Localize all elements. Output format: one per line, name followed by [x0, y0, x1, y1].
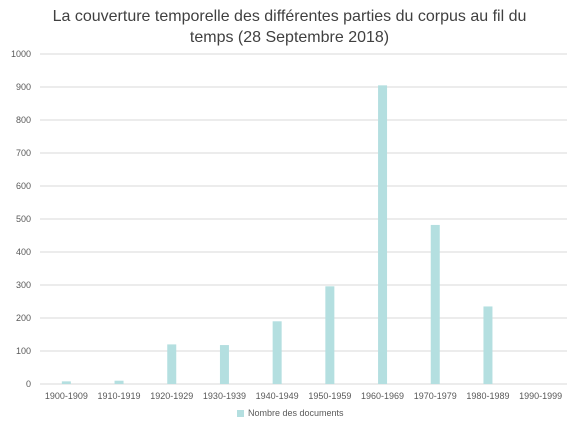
x-tick-label: 1910-1919 — [98, 391, 141, 401]
bar-1980-1989 — [483, 306, 493, 384]
x-tick-label: 1960-1969 — [361, 391, 404, 401]
legend-swatch — [237, 409, 244, 417]
y-tick-label: 0 — [26, 379, 31, 389]
x-tick-label: 1990-1999 — [519, 391, 562, 401]
x-axis-ticks: 1900-1909 1910-1919 1920-1929 1930-1939 1940… — [45, 391, 562, 401]
y-tick-label: 600 — [16, 181, 31, 191]
x-tick-label: 1920-1929 — [150, 391, 193, 401]
y-tick-label: 400 — [16, 247, 31, 257]
x-tick-label: 1950-1959 — [308, 391, 351, 401]
x-tick-label: 1900-1909 — [45, 391, 88, 401]
bar-1950-1959 — [325, 286, 335, 384]
gridlines — [40, 53, 567, 385]
bar-1970-1979 — [430, 224, 440, 384]
y-tick-label: 900 — [16, 82, 31, 92]
x-tick-label: 1930-1939 — [203, 391, 246, 401]
bar-1960-1969 — [378, 85, 388, 384]
bars — [61, 85, 493, 384]
y-tick-label: 300 — [16, 280, 31, 290]
y-tick-label: 500 — [16, 214, 31, 224]
bar-1900-1909 — [61, 381, 71, 384]
legend-label: Nombre des documents — [248, 408, 344, 418]
y-tick-label: 700 — [16, 148, 31, 158]
bar-1930-1939 — [219, 345, 229, 384]
y-tick-label: 800 — [16, 115, 31, 125]
x-tick-label: 1980-1989 — [466, 391, 509, 401]
chart-title-line-1: La couverture temporelle des différentes… — [52, 8, 527, 25]
chart-title: La couverture temporelle des différentes… — [0, 6, 579, 48]
bar-1920-1929 — [167, 344, 177, 384]
bar-1910-1919 — [114, 380, 124, 384]
y-axis-ticks: 0 100 200 300 400 500 600 700 800 900 1000 — [11, 49, 31, 389]
y-tick-label: 100 — [16, 346, 31, 356]
bar-1940-1949 — [272, 321, 282, 384]
chart-title-line-2: temps (28 Septembre 2018) — [189, 29, 390, 46]
x-tick-label: 1940-1949 — [256, 391, 299, 401]
legend: Nombre des documents — [237, 408, 344, 418]
y-tick-label: 1000 — [11, 49, 31, 59]
x-tick-label: 1970-1979 — [414, 391, 457, 401]
y-tick-label: 200 — [16, 313, 31, 323]
